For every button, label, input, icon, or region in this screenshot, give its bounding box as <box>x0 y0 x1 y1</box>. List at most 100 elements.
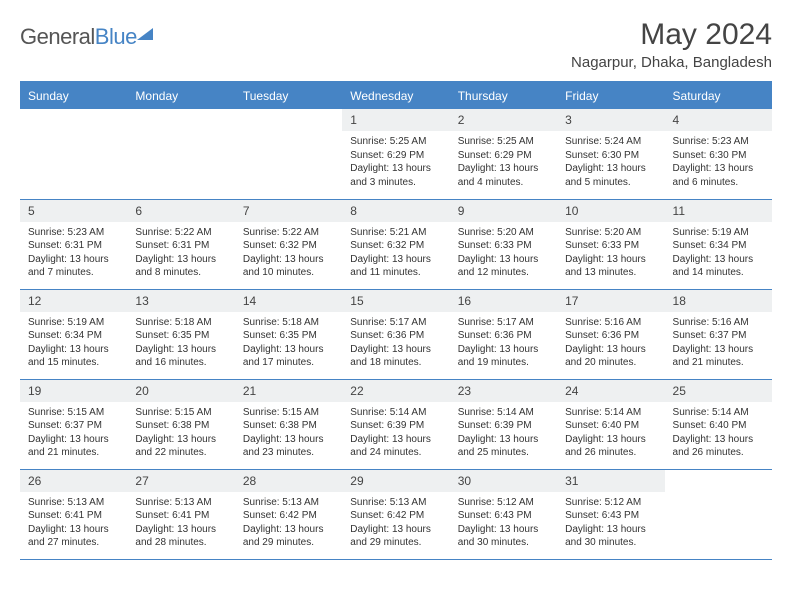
daylight-line: Daylight: 13 hours and 19 minutes. <box>458 343 549 370</box>
calendar-day-cell: 25Sunrise: 5:14 AMSunset: 6:40 PMDayligh… <box>665 379 772 469</box>
sunrise-line: Sunrise: 5:18 AM <box>243 316 334 330</box>
day-details: Sunrise: 5:22 AMSunset: 6:31 PMDaylight:… <box>127 222 234 284</box>
day-details: Sunrise: 5:12 AMSunset: 6:43 PMDaylight:… <box>557 492 664 554</box>
sunrise-line: Sunrise: 5:16 AM <box>565 316 656 330</box>
calendar-day-cell <box>127 109 234 199</box>
weekday-header: Monday <box>127 83 234 109</box>
sunset-line: Sunset: 6:37 PM <box>673 329 764 343</box>
day-details: Sunrise: 5:23 AMSunset: 6:30 PMDaylight:… <box>665 131 772 193</box>
sunset-line: Sunset: 6:33 PM <box>458 239 549 253</box>
sunset-line: Sunset: 6:34 PM <box>28 329 119 343</box>
sunrise-line: Sunrise: 5:15 AM <box>135 406 226 420</box>
calendar-day-cell: 27Sunrise: 5:13 AMSunset: 6:41 PMDayligh… <box>127 469 234 559</box>
day-details: Sunrise: 5:16 AMSunset: 6:36 PMDaylight:… <box>557 312 664 374</box>
sunset-line: Sunset: 6:30 PM <box>565 149 656 163</box>
daylight-line: Daylight: 13 hours and 17 minutes. <box>243 343 334 370</box>
day-number: 6 <box>127 200 234 222</box>
calendar-day-cell <box>665 469 772 559</box>
calendar-day-cell: 23Sunrise: 5:14 AMSunset: 6:39 PMDayligh… <box>450 379 557 469</box>
location-label: Nagarpur, Dhaka, Bangladesh <box>571 54 772 71</box>
day-number: 27 <box>127 470 234 492</box>
sunrise-line: Sunrise: 5:14 AM <box>673 406 764 420</box>
calendar-week-row: 19Sunrise: 5:15 AMSunset: 6:37 PMDayligh… <box>20 379 772 469</box>
daylight-line: Daylight: 13 hours and 7 minutes. <box>28 253 119 280</box>
sunset-line: Sunset: 6:29 PM <box>350 149 441 163</box>
sunset-line: Sunset: 6:36 PM <box>565 329 656 343</box>
sunset-line: Sunset: 6:37 PM <box>28 419 119 433</box>
calendar-day-cell: 18Sunrise: 5:16 AMSunset: 6:37 PMDayligh… <box>665 289 772 379</box>
day-number: 2 <box>450 109 557 131</box>
daylight-line: Daylight: 13 hours and 22 minutes. <box>135 433 226 460</box>
day-details: Sunrise: 5:17 AMSunset: 6:36 PMDaylight:… <box>450 312 557 374</box>
sunrise-line: Sunrise: 5:25 AM <box>458 135 549 149</box>
calendar-day-cell: 22Sunrise: 5:14 AMSunset: 6:39 PMDayligh… <box>342 379 449 469</box>
sunset-line: Sunset: 6:32 PM <box>243 239 334 253</box>
day-number: 7 <box>235 200 342 222</box>
day-number: 5 <box>20 200 127 222</box>
day-details: Sunrise: 5:14 AMSunset: 6:39 PMDaylight:… <box>450 402 557 464</box>
sunset-line: Sunset: 6:42 PM <box>243 509 334 523</box>
weekday-header: Wednesday <box>342 83 449 109</box>
calendar-day-cell: 13Sunrise: 5:18 AMSunset: 6:35 PMDayligh… <box>127 289 234 379</box>
sunrise-line: Sunrise: 5:16 AM <box>673 316 764 330</box>
day-details: Sunrise: 5:12 AMSunset: 6:43 PMDaylight:… <box>450 492 557 554</box>
day-number: 18 <box>665 290 772 312</box>
daylight-line: Daylight: 13 hours and 4 minutes. <box>458 162 549 189</box>
sunset-line: Sunset: 6:36 PM <box>458 329 549 343</box>
sunset-line: Sunset: 6:39 PM <box>350 419 441 433</box>
daylight-line: Daylight: 13 hours and 16 minutes. <box>135 343 226 370</box>
sunrise-line: Sunrise: 5:17 AM <box>458 316 549 330</box>
daylight-line: Daylight: 13 hours and 13 minutes. <box>565 253 656 280</box>
sunset-line: Sunset: 6:40 PM <box>565 419 656 433</box>
sunset-line: Sunset: 6:38 PM <box>243 419 334 433</box>
daylight-line: Daylight: 13 hours and 12 minutes. <box>458 253 549 280</box>
calendar-day-cell: 17Sunrise: 5:16 AMSunset: 6:36 PMDayligh… <box>557 289 664 379</box>
daylight-line: Daylight: 13 hours and 30 minutes. <box>458 523 549 550</box>
calendar-day-cell: 11Sunrise: 5:19 AMSunset: 6:34 PMDayligh… <box>665 199 772 289</box>
sunrise-line: Sunrise: 5:13 AM <box>135 496 226 510</box>
calendar-day-cell: 2 Sunrise: 5:25 AMSunset: 6:29 PMDaylight… <box>450 109 557 199</box>
day-details: Sunrise: 5:15 AMSunset: 6:37 PMDaylight:… <box>20 402 127 464</box>
day-details: Sunrise: 5:21 AMSunset: 6:32 PMDaylight:… <box>342 222 449 284</box>
day-number: 31 <box>557 470 664 492</box>
sunset-line: Sunset: 6:40 PM <box>673 419 764 433</box>
day-number: 23 <box>450 380 557 402</box>
day-details: Sunrise: 5:15 AMSunset: 6:38 PMDaylight:… <box>235 402 342 464</box>
day-details: Sunrise: 5:14 AMSunset: 6:40 PMDaylight:… <box>557 402 664 464</box>
calendar-day-cell: 6Sunrise: 5:22 AMSunset: 6:31 PMDaylight… <box>127 199 234 289</box>
sunset-line: Sunset: 6:35 PM <box>135 329 226 343</box>
sunrise-line: Sunrise: 5:13 AM <box>28 496 119 510</box>
day-number: 12 <box>20 290 127 312</box>
calendar-day-cell: 21Sunrise: 5:15 AMSunset: 6:38 PMDayligh… <box>235 379 342 469</box>
sunrise-line: Sunrise: 5:12 AM <box>565 496 656 510</box>
daylight-line: Daylight: 13 hours and 23 minutes. <box>243 433 334 460</box>
sunrise-line: Sunrise: 5:19 AM <box>28 316 119 330</box>
calendar-day-cell: 1Sunrise: 5:25 AMSunset: 6:29 PMDaylight… <box>342 109 449 199</box>
sunset-line: Sunset: 6:41 PM <box>135 509 226 523</box>
day-details: Sunrise: 5:19 AMSunset: 6:34 PMDaylight:… <box>20 312 127 374</box>
calendar-day-cell: 5Sunrise: 5:23 AMSunset: 6:31 PMDaylight… <box>20 199 127 289</box>
calendar-body: 1Sunrise: 5:25 AMSunset: 6:29 PMDaylight… <box>20 109 772 559</box>
weekday-header: Sunday <box>20 83 127 109</box>
day-number: 29 <box>342 470 449 492</box>
calendar-week-row: 12Sunrise: 5:19 AMSunset: 6:34 PMDayligh… <box>20 289 772 379</box>
daylight-line: Daylight: 13 hours and 18 minutes. <box>350 343 441 370</box>
sunset-line: Sunset: 6:32 PM <box>350 239 441 253</box>
calendar-week-row: 26Sunrise: 5:13 AMSunset: 6:41 PMDayligh… <box>20 469 772 559</box>
calendar-day-cell: 10Sunrise: 5:20 AMSunset: 6:33 PMDayligh… <box>557 199 664 289</box>
calendar-day-cell: 9Sunrise: 5:20 AMSunset: 6:33 PMDaylight… <box>450 199 557 289</box>
calendar-day-cell: 12Sunrise: 5:19 AMSunset: 6:34 PMDayligh… <box>20 289 127 379</box>
sunset-line: Sunset: 6:43 PM <box>565 509 656 523</box>
sunrise-line: Sunrise: 5:17 AM <box>350 316 441 330</box>
sunrise-line: Sunrise: 5:14 AM <box>350 406 441 420</box>
sunrise-line: Sunrise: 5:13 AM <box>350 496 441 510</box>
sunrise-line: Sunrise: 5:23 AM <box>28 226 119 240</box>
sunrise-line: Sunrise: 5:15 AM <box>243 406 334 420</box>
calendar-day-cell: 29Sunrise: 5:13 AMSunset: 6:42 PMDayligh… <box>342 469 449 559</box>
sunset-line: Sunset: 6:35 PM <box>243 329 334 343</box>
weekday-header: Saturday <box>665 83 772 109</box>
logo-text: GeneralBlue <box>20 24 137 50</box>
sunset-line: Sunset: 6:29 PM <box>458 149 549 163</box>
daylight-line: Daylight: 13 hours and 15 minutes. <box>28 343 119 370</box>
calendar-header: SundayMondayTuesdayWednesdayThursdayFrid… <box>20 83 772 109</box>
